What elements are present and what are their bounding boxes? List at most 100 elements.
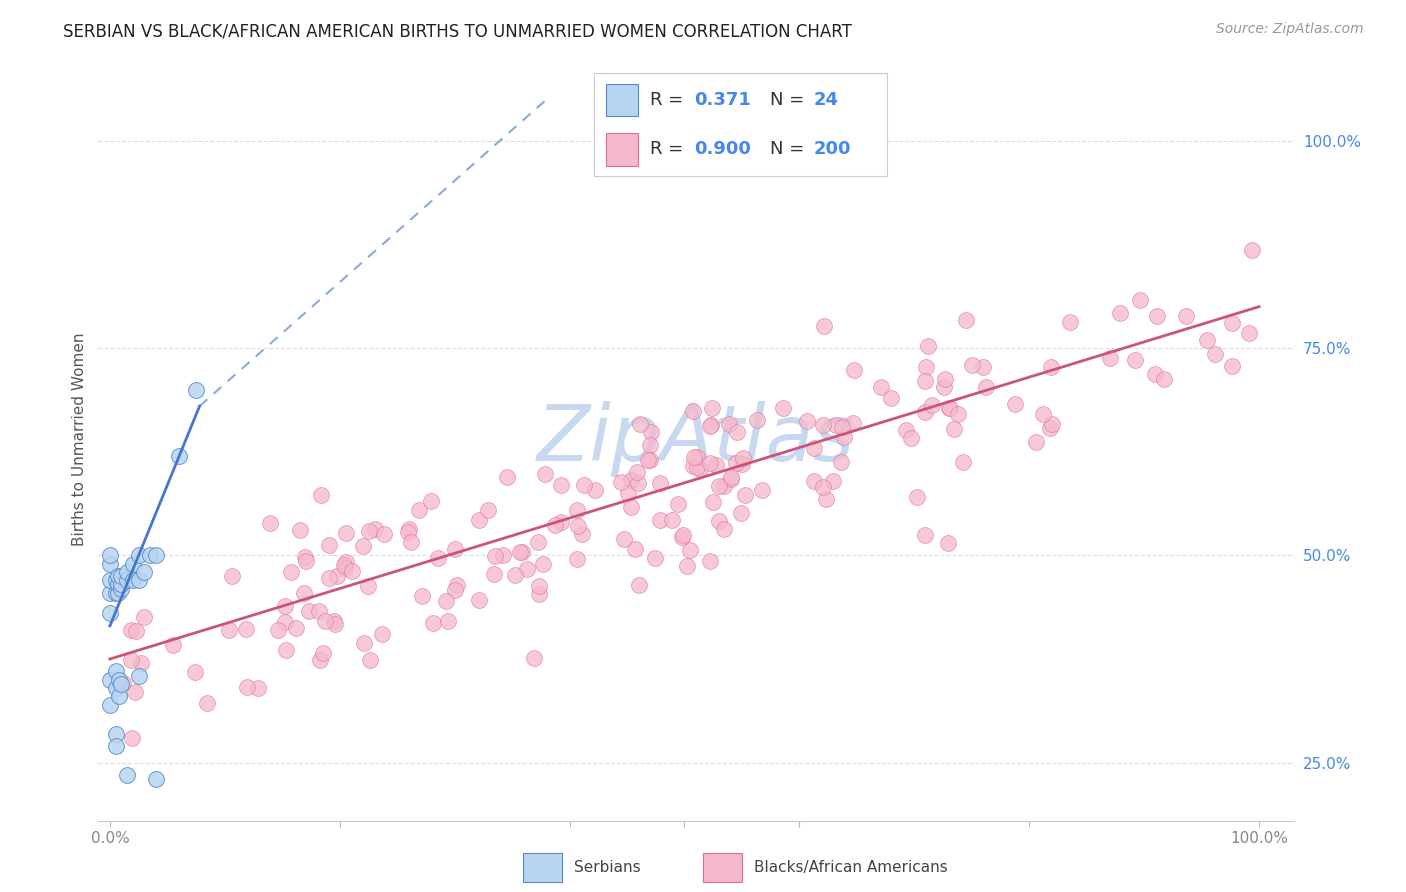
Point — [803, 474, 825, 488]
Point — [107, 585, 129, 599]
Point — [1153, 372, 1175, 386]
Point — [110, 677, 132, 691]
Point — [730, 506, 752, 520]
Point — [914, 375, 936, 389]
Point — [709, 479, 731, 493]
Point — [184, 383, 207, 397]
Point — [830, 455, 852, 469]
Point — [371, 627, 394, 641]
Point — [666, 497, 689, 511]
Point — [731, 451, 754, 466]
Point — [399, 534, 422, 549]
Point — [1039, 421, 1062, 435]
Point — [444, 582, 467, 597]
Point — [946, 407, 969, 421]
Point — [527, 587, 550, 601]
Point — [844, 363, 866, 377]
Point — [121, 731, 143, 745]
Point — [628, 417, 651, 431]
Point — [682, 403, 704, 417]
Point — [110, 569, 132, 583]
Point — [98, 573, 121, 587]
Point — [482, 566, 505, 581]
Point — [115, 768, 138, 782]
Point — [122, 557, 145, 571]
Point — [422, 615, 444, 630]
Point — [682, 450, 704, 465]
Point — [510, 545, 533, 559]
Point — [122, 573, 145, 587]
Point — [1059, 315, 1081, 329]
Point — [571, 526, 593, 541]
Point — [523, 650, 546, 665]
Point — [267, 623, 290, 637]
Point — [952, 455, 974, 469]
Point — [323, 616, 346, 631]
Point — [550, 478, 572, 492]
Point — [115, 565, 138, 579]
Point — [359, 524, 381, 538]
Point — [1204, 347, 1226, 361]
Point — [796, 414, 818, 428]
Point — [905, 490, 928, 504]
Point — [1109, 306, 1132, 320]
Point — [565, 552, 588, 566]
Text: SERBIAN VS BLACK/AFRICAN AMERICAN BIRTHS TO UNMARRIED WOMEN CORRELATION CHART: SERBIAN VS BLACK/AFRICAN AMERICAN BIRTHS… — [63, 22, 852, 40]
Point — [832, 430, 855, 444]
Point — [526, 535, 548, 549]
Point — [915, 360, 938, 375]
Point — [335, 555, 357, 569]
Point — [484, 549, 506, 563]
Point — [318, 538, 340, 552]
Point — [707, 514, 730, 528]
Point — [620, 473, 643, 487]
Point — [373, 527, 395, 541]
Point — [444, 541, 467, 556]
Point — [938, 401, 960, 415]
Point — [527, 579, 550, 593]
Point — [686, 459, 709, 474]
Point — [1042, 417, 1064, 431]
Point — [411, 590, 433, 604]
Point — [1004, 397, 1026, 411]
Point — [725, 425, 748, 439]
Point — [98, 607, 121, 621]
Point — [408, 503, 430, 517]
Point — [335, 526, 357, 541]
Point — [107, 577, 129, 591]
Point — [644, 550, 666, 565]
Point — [98, 549, 121, 563]
Point — [1025, 435, 1047, 450]
Point — [627, 476, 650, 491]
Point — [167, 449, 190, 463]
Point — [700, 418, 723, 433]
Point — [1143, 368, 1166, 382]
Point — [426, 551, 449, 566]
Point — [308, 653, 330, 667]
Point — [335, 561, 357, 575]
Point — [359, 653, 381, 667]
Point — [492, 549, 515, 563]
Point — [751, 483, 773, 498]
Point — [323, 614, 346, 628]
Point — [496, 470, 519, 484]
Point — [246, 681, 269, 695]
FancyBboxPatch shape — [703, 854, 742, 881]
Point — [128, 573, 150, 587]
Point — [628, 578, 651, 592]
Point — [285, 621, 308, 635]
Point — [396, 524, 419, 539]
Point — [295, 554, 318, 568]
Point — [725, 456, 748, 470]
Point — [398, 522, 420, 536]
Point — [821, 474, 844, 488]
Point — [503, 567, 526, 582]
Point — [134, 565, 156, 579]
Point — [974, 380, 997, 394]
Point — [531, 557, 554, 571]
Point — [960, 358, 983, 372]
Point — [333, 558, 356, 573]
Point — [682, 458, 704, 473]
Point — [650, 513, 672, 527]
Point — [870, 379, 893, 393]
